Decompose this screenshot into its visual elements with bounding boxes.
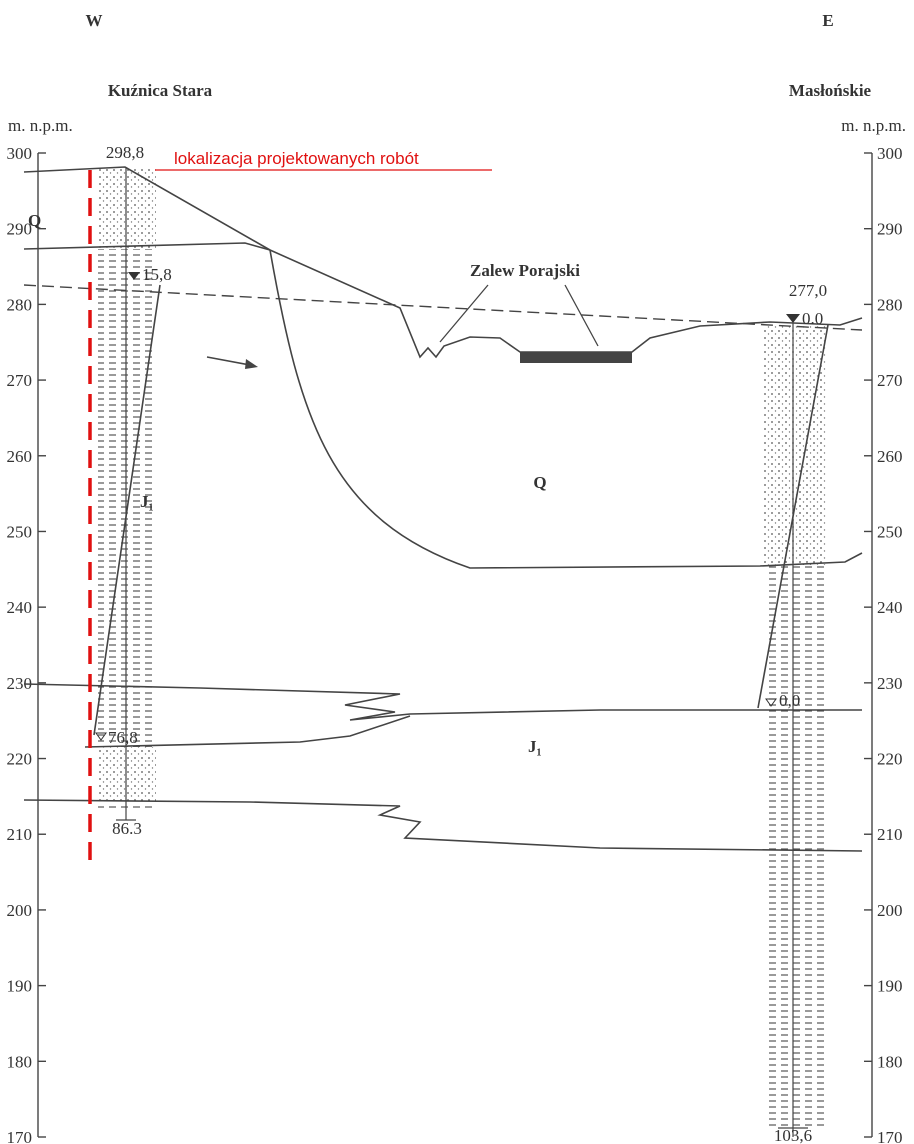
tick-label: 180 (877, 1052, 903, 1071)
tick-label: 300 (877, 144, 903, 163)
cross-section: W E Kuźnica Stara Masłońskie m. n.p.m. m… (0, 0, 914, 1144)
borehole-depth: 103,6 (774, 1126, 812, 1144)
lake (520, 352, 632, 363)
tick-label: 260 (877, 447, 903, 466)
unit-left: m. n.p.m. (8, 116, 73, 135)
borehole-elevation: 277,0 (789, 281, 827, 300)
lake-label: Zalew Porajski (470, 261, 580, 280)
tick-label: 300 (7, 144, 33, 163)
unit-label: J₁ (528, 737, 542, 756)
tick-label: 270 (877, 371, 903, 390)
tick-label: 230 (877, 674, 903, 693)
site-east: Masłońskie (789, 81, 872, 100)
borehole-water-level: 76,8 (108, 728, 138, 747)
tick-label: 190 (877, 977, 903, 996)
borehole-elevation: 298,8 (106, 143, 144, 162)
tick-label: 270 (7, 371, 33, 390)
tick-label: 220 (7, 750, 33, 769)
site-west: Kuźnica Stara (108, 81, 213, 100)
direction-east: E (822, 11, 833, 30)
tick-label: 240 (7, 598, 33, 617)
tick-label: 240 (877, 598, 903, 617)
unit-label: Q (533, 473, 546, 492)
borehole-right (758, 314, 828, 1137)
borehole-clay (764, 565, 826, 1130)
borehole-sand (98, 747, 156, 802)
tick-label: 210 (7, 825, 33, 844)
borehole-water-level: 15,8 (142, 265, 172, 284)
borehole-bottom (98, 802, 156, 812)
borehole-water-level: 0.0 (802, 309, 823, 328)
tick-label: 280 (7, 295, 33, 314)
unit-label: Q (28, 211, 41, 230)
unit-right: m. n.p.m. (841, 116, 906, 135)
tick-label: 280 (877, 295, 903, 314)
tick-label: 250 (877, 522, 903, 541)
tick-label: 250 (7, 522, 33, 541)
tick-label: 200 (877, 901, 903, 920)
borehole-depth: 86.3 (112, 819, 142, 838)
tick-label: 220 (877, 750, 903, 769)
tick-label: 290 (877, 220, 903, 239)
tick-label: 210 (877, 825, 903, 844)
tick-label: 260 (7, 447, 33, 466)
tick-label: 170 (877, 1128, 903, 1144)
direction-west: W (86, 11, 103, 30)
lake-leader (440, 285, 488, 342)
tick-label: 180 (7, 1052, 33, 1071)
work-location-label: lokalizacja projektowanych robót (174, 149, 419, 168)
tick-label: 190 (7, 977, 33, 996)
tick-label: 170 (7, 1128, 33, 1144)
water-marker (786, 314, 800, 323)
borehole-sand (764, 325, 826, 565)
flow-arrow-head (245, 359, 258, 369)
tick-label: 200 (7, 901, 33, 920)
borehole-water-level: 0,0 (779, 691, 800, 710)
unit-label: J₁ (140, 492, 154, 511)
